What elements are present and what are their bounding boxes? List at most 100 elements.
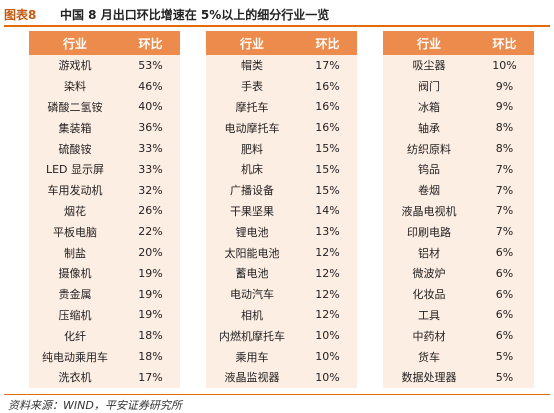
- mom-cell: 33%: [138, 162, 163, 176]
- table-group-2: 行业 环比 帽类 17% 手表 16% 摩托车 16% 电动摩托车 16% 肥料 15% 机床 15% 广播…: [206, 31, 357, 388]
- mom-cell: 32%: [138, 183, 163, 197]
- mom-cell: 53%: [138, 58, 163, 72]
- industry-cell: 微波炉: [412, 267, 446, 281]
- table-row: 钨品 7%: [383, 159, 534, 180]
- table-row: 卷烟 7%: [383, 180, 534, 201]
- mom-cell: 12%: [315, 266, 340, 280]
- industry-cell: 车用发动机: [47, 184, 103, 198]
- industry-cell: 贵金属: [58, 288, 92, 302]
- mom-cell: 10%: [492, 58, 517, 72]
- table-row: 肥料 15%: [206, 138, 357, 159]
- table-group-3: 行业 环比 吸尘器 10% 阀门 9% 冰箱 9% 轴承 8% 纺织原料 8% 钨品 7% 卷烟 7% 液晶电视…: [383, 31, 534, 388]
- industry-cell: 烟花: [64, 204, 86, 218]
- mom-cell: 8%: [495, 142, 514, 156]
- industry-cell: 磷酸二氢铵: [47, 100, 103, 114]
- table-row: 化妆品 6%: [383, 284, 534, 305]
- mom-cell: 6%: [495, 329, 514, 343]
- mom-cell: 19%: [138, 308, 163, 322]
- industry-cell: 蓄电池: [235, 267, 269, 281]
- table-row: 磷酸二氢铵 40%: [29, 97, 180, 118]
- mom-cell: 9%: [495, 79, 514, 93]
- industry-cell: 铝材: [418, 246, 440, 260]
- table-row: 阀门 9%: [383, 76, 534, 97]
- industry-cell: 纺织原料: [407, 142, 451, 156]
- mom-cell: 8%: [495, 121, 514, 135]
- table-row: 纯电动乘用车 18%: [29, 346, 180, 367]
- mom-cell: 12%: [315, 308, 340, 322]
- mom-cell: 16%: [315, 100, 340, 114]
- figure-title: 中国 8 月出口环比增速在 5%以上的细分行业一览: [60, 7, 330, 22]
- industry-cell: 内燃机摩托车: [219, 329, 285, 343]
- mom-cell: 17%: [138, 370, 163, 384]
- table-row: 货车 5%: [383, 346, 534, 367]
- industry-cell: 染料: [64, 80, 86, 94]
- figure-header: 图表8 中国 8 月出口环比增速在 5%以上的细分行业一览: [4, 3, 550, 25]
- mom-cell: 6%: [495, 287, 514, 301]
- table-row: 轴承 8%: [383, 117, 534, 138]
- industry-cell: 平板电脑: [53, 225, 97, 239]
- figure-label: 图表8: [4, 7, 37, 22]
- mom-cell: 10%: [315, 329, 340, 343]
- table-row: 摩托车 16%: [206, 97, 357, 118]
- table-row: 蓄电池 12%: [206, 263, 357, 284]
- industry-cell: 阀门: [418, 80, 440, 94]
- header-mom: 环比: [315, 36, 340, 51]
- industry-cell: 工具: [418, 308, 440, 322]
- table-row: 中药材 6%: [383, 325, 534, 346]
- industry-table: 行业 环比 游戏机 53% 染料 46% 磷酸二氢铵 40% 集装箱 36% 硫酸铵 33% LED 显…: [29, 31, 534, 388]
- industry-cell: 帽类: [241, 59, 263, 73]
- table-row: 制盐 20%: [29, 242, 180, 263]
- header-mom: 环比: [138, 36, 163, 51]
- footer-divider: [4, 394, 550, 395]
- mom-cell: 19%: [138, 266, 163, 280]
- header-mom: 环比: [492, 36, 517, 51]
- mom-cell: 40%: [138, 100, 163, 114]
- industry-cell: 制盐: [64, 246, 86, 260]
- industry-cell: 太阳能电池: [224, 246, 280, 260]
- table-header: 行业 环比: [29, 31, 180, 55]
- mom-cell: 7%: [495, 204, 514, 218]
- mom-cell: 6%: [495, 308, 514, 322]
- table-row: 烟花 26%: [29, 201, 180, 222]
- industry-cell: 摩托车: [235, 100, 269, 114]
- source-note: 资料来源：WIND，平安证券研究所: [8, 399, 182, 412]
- table-row: 太阳能电池 12%: [206, 242, 357, 263]
- industry-cell: 印刷电路: [407, 225, 451, 239]
- table-row: 锂电池 13%: [206, 221, 357, 242]
- table-row: 平板电脑 22%: [29, 221, 180, 242]
- industry-cell: 化妆品: [412, 288, 446, 302]
- industry-cell: 游戏机: [58, 59, 92, 73]
- industry-cell: LED 显示屏: [45, 163, 105, 177]
- table-row: 车用发动机 32%: [29, 180, 180, 201]
- industry-cell: 机床: [241, 163, 263, 177]
- table-row: 冰箱 9%: [383, 97, 534, 118]
- industry-cell: 手表: [241, 80, 263, 94]
- table-row: 吸尘器 10%: [383, 55, 534, 76]
- table-row: 工具 6%: [383, 305, 534, 326]
- table-header: 行业 环比: [206, 31, 357, 55]
- mom-cell: 20%: [138, 246, 163, 260]
- industry-cell: 乘用车: [235, 350, 269, 364]
- mom-cell: 46%: [138, 79, 163, 93]
- table-row: 液晶监视器 10%: [206, 367, 357, 388]
- table-row: 压缩机 19%: [29, 305, 180, 326]
- industry-cell: 纯电动乘用车: [42, 350, 108, 364]
- industry-cell: 冰箱: [418, 100, 440, 114]
- mom-cell: 5%: [495, 370, 514, 384]
- industry-cell: 肥料: [241, 142, 263, 156]
- industry-cell: 洗衣机: [58, 371, 92, 385]
- table-row: 相机 12%: [206, 305, 357, 326]
- mom-cell: 6%: [495, 246, 514, 260]
- mom-cell: 19%: [138, 287, 163, 301]
- industry-cell: 卷烟: [418, 184, 440, 198]
- table-row: 印刷电路 7%: [383, 221, 534, 242]
- industry-cell: 化纤: [64, 329, 86, 343]
- mom-cell: 12%: [315, 246, 340, 260]
- mom-cell: 13%: [315, 225, 340, 239]
- mom-cell: 12%: [315, 287, 340, 301]
- table-row: 数据处理器 5%: [383, 367, 534, 388]
- industry-cell: 中药材: [412, 329, 446, 343]
- table-row: 手表 16%: [206, 76, 357, 97]
- industry-cell: 集装箱: [58, 121, 92, 135]
- table-row: 集装箱 36%: [29, 117, 180, 138]
